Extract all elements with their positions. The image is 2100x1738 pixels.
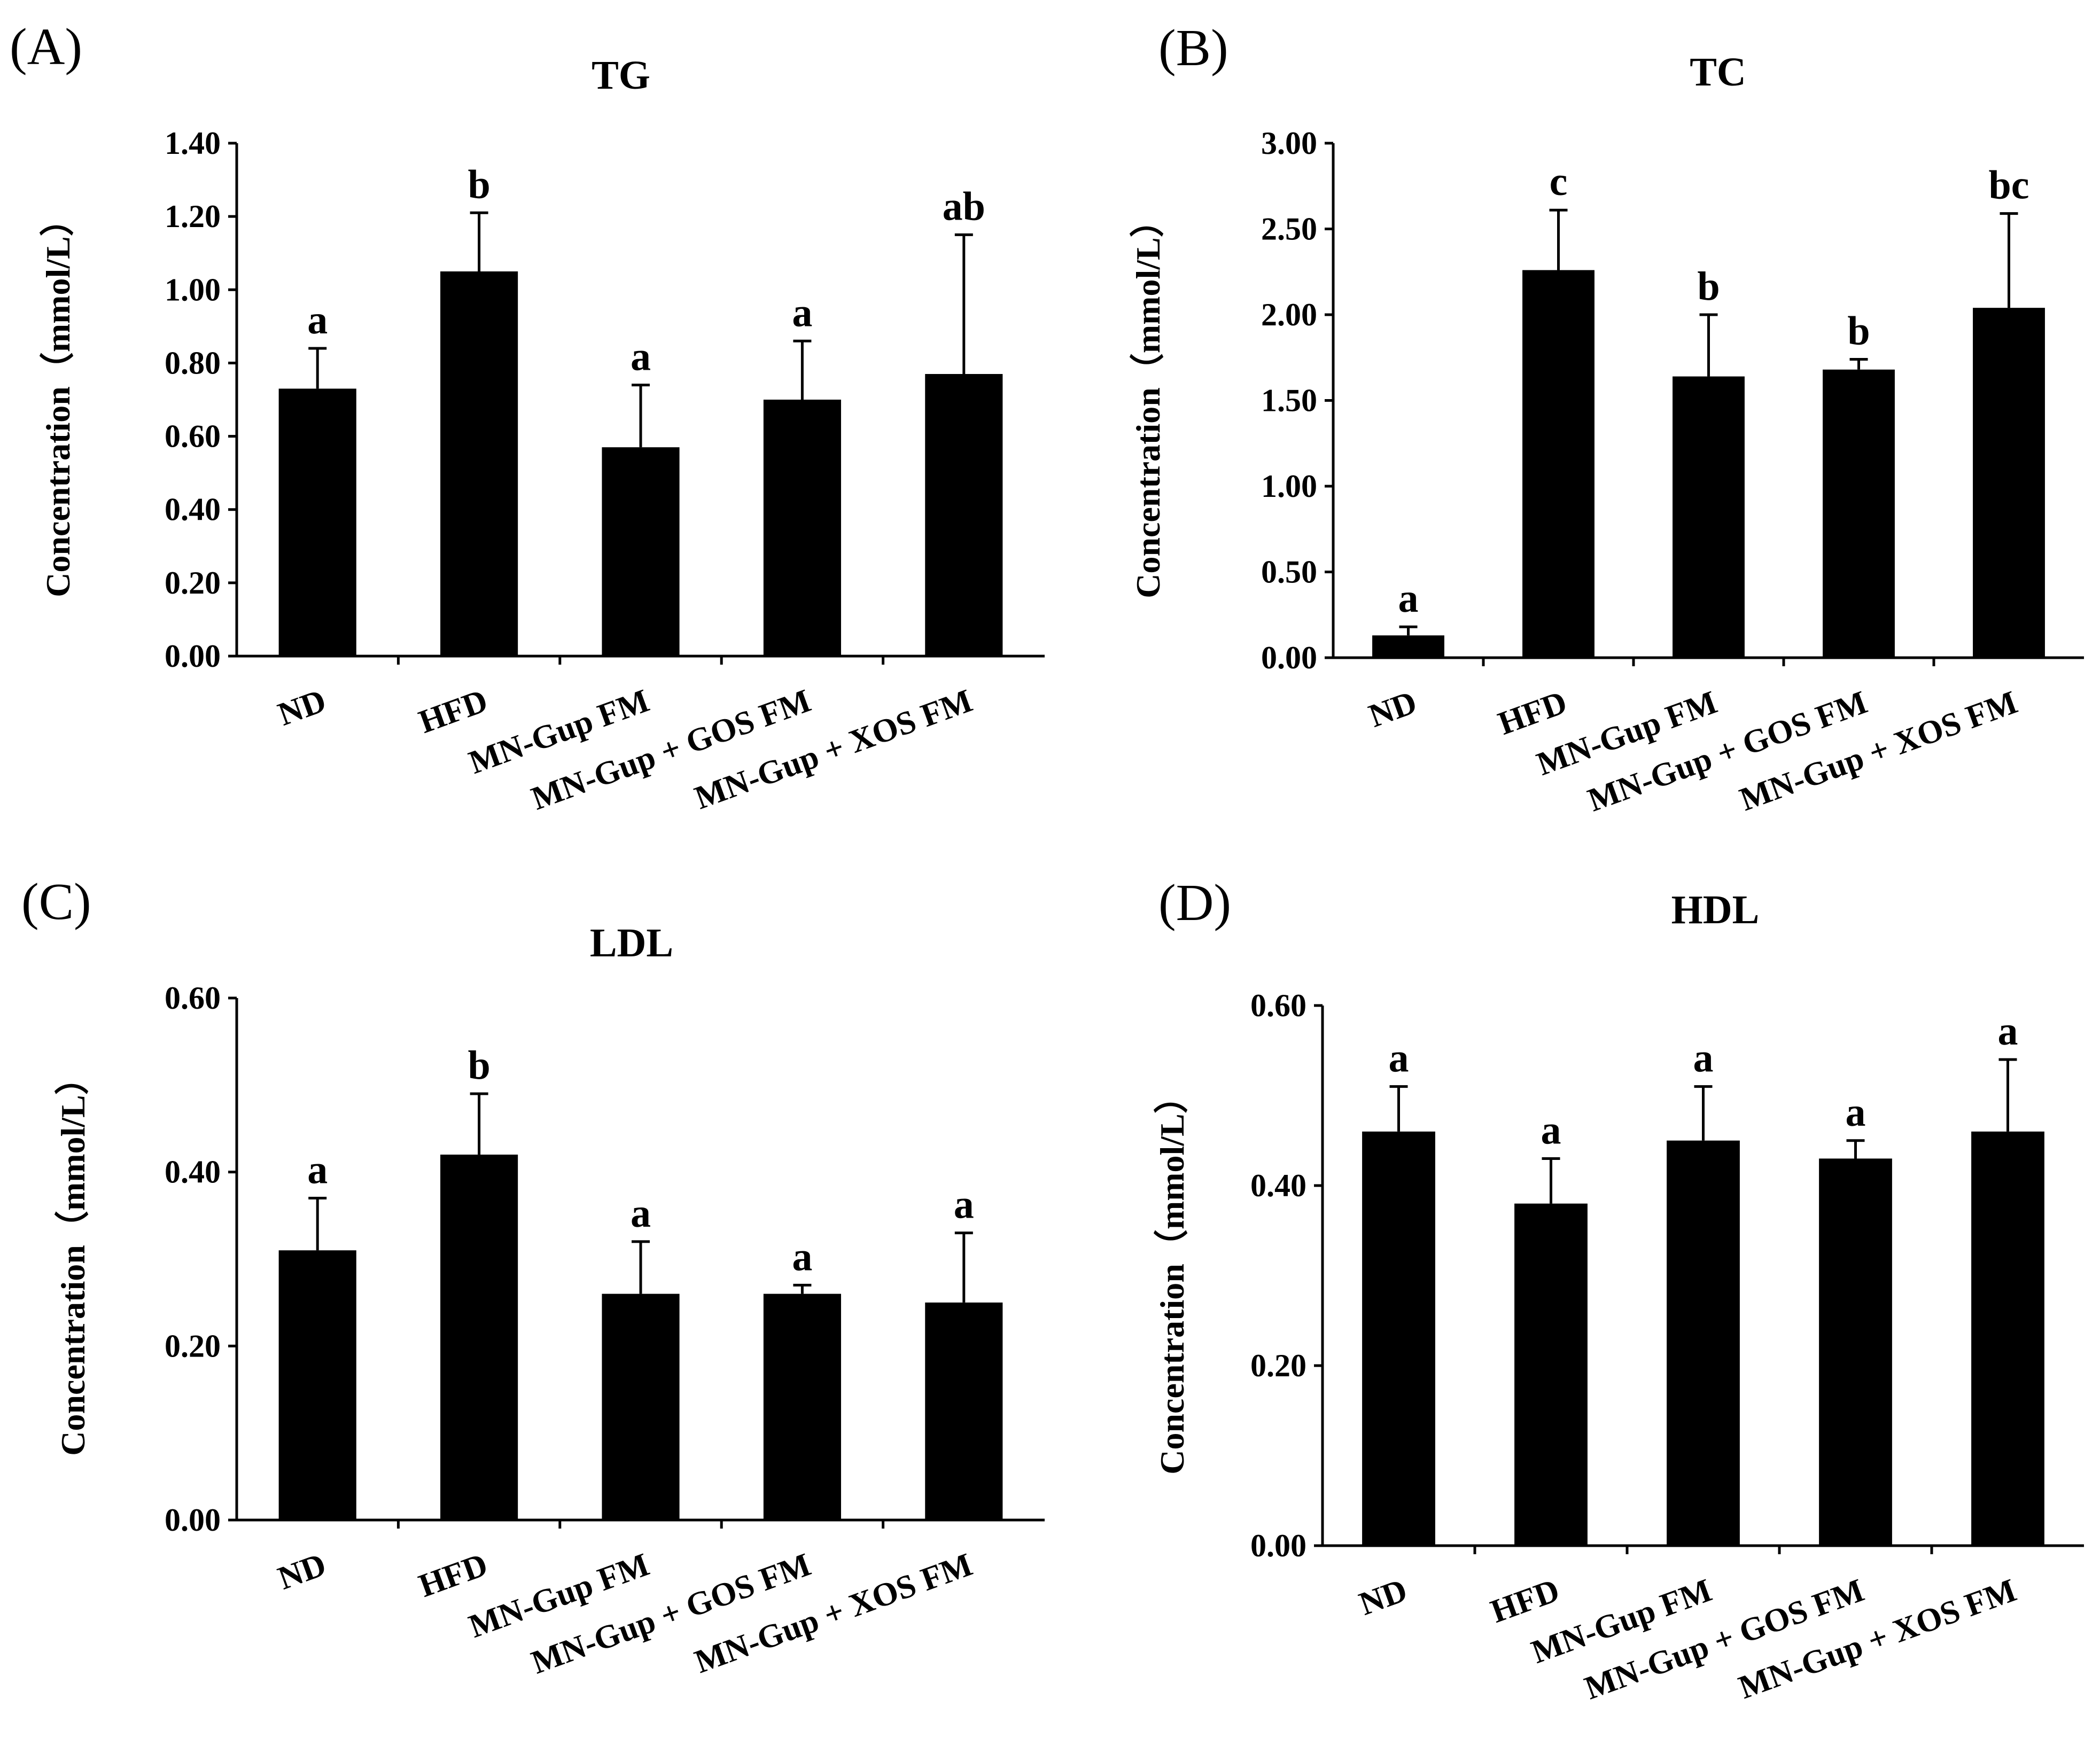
bar-mn-gup-fm [1667, 1140, 1740, 1546]
significance-letter: a [1998, 1009, 2018, 1054]
y-tick-label: 0.20 [165, 565, 221, 601]
significance-letter: a [792, 290, 812, 335]
y-axis-label: Concentration（mmol/L） [39, 202, 77, 597]
bar-nd [278, 1250, 356, 1520]
y-tick-label: 1.00 [165, 272, 221, 307]
panel-tc: (B) TC Concentration（mmol/L） 0.00 0.50 1.00 1.… [1129, 19, 2084, 819]
bar-nd [278, 388, 356, 656]
bar-mn-gup-fm [602, 1293, 680, 1520]
y-tick-label: 0.20 [165, 1328, 221, 1363]
panel-label: (B) [1158, 19, 1228, 77]
y-tick-label: 0.80 [165, 345, 221, 380]
chart-title: TG [592, 53, 650, 98]
bar-mn-gup-xos-fm [1973, 308, 2045, 658]
x-category-label: MN-Gup + GOS FM [527, 1546, 815, 1681]
chart-title: LDL [590, 921, 673, 965]
y-tick-label: 2.00 [1261, 297, 1317, 332]
significance-letter: a [631, 1191, 651, 1236]
x-category-label: ND [274, 1546, 331, 1597]
y-axis-label: Concentration（mmol/L） [54, 1061, 92, 1456]
chart-title: TC [1690, 50, 1746, 95]
panel-label: (C) [21, 873, 91, 931]
significance-letter: a [307, 298, 328, 342]
bar-mn-gup-gos-fm [1819, 1158, 1892, 1546]
y-tick-label: 1.20 [165, 199, 221, 234]
bar-mn-gup-xos-fm [925, 374, 1003, 656]
y-tick-label: 1.00 [1261, 469, 1317, 504]
x-category-label: ND [1364, 684, 1421, 735]
bar-nd [1362, 1131, 1435, 1546]
significance-letter: b [1847, 308, 1870, 353]
y-tick-label: 0.20 [1250, 1348, 1306, 1383]
x-category-label: MN-Gup + GOS FM [527, 682, 815, 817]
y-axis-label: Concentration（mmol/L） [1129, 203, 1167, 598]
y-tick-label: 0.60 [1250, 988, 1306, 1023]
significance-letter: a [1846, 1090, 1866, 1135]
y-tick-label: 0.00 [165, 1502, 221, 1538]
significance-letter: a [1693, 1036, 1714, 1081]
y-tick-label: 0.60 [165, 419, 221, 454]
bar-mn-gup-gos-fm [1823, 369, 1895, 658]
x-category-label: HFD [1494, 684, 1572, 742]
bar-mn-gup-gos-fm [763, 1293, 841, 1520]
y-tick-label: 0.40 [165, 1155, 221, 1190]
x-category-label: HFD [414, 1546, 492, 1604]
y-tick-label: 3.00 [1261, 126, 1317, 161]
bar-hfd [440, 1155, 518, 1520]
significance-letter: a [1398, 576, 1419, 621]
y-axis-label: Concentration（mmol/L） [1153, 1079, 1191, 1475]
y-tick-label: 2.50 [1261, 212, 1317, 247]
y-tick-label: 0.00 [1250, 1528, 1306, 1563]
significance-letter: a [1389, 1036, 1409, 1081]
bar-nd [1372, 635, 1444, 658]
significance-letter: a [954, 1182, 974, 1227]
panel-ldl: (C) LDL Concentration（mmol/L） 0.00 0.20 0.40 0… [21, 873, 1045, 1681]
panel-hdl: (D) HDL Concentration（mmol/L） 0.00 0.20 0.40 0… [1153, 874, 2084, 1706]
y-tick-label: 0.40 [165, 492, 221, 527]
significance-letter: b [468, 162, 490, 207]
significance-letter: a [631, 334, 651, 379]
y-tick-label: 1.40 [165, 126, 221, 161]
y-tick-label: 0.00 [1261, 640, 1317, 675]
significance-letter: b [468, 1043, 490, 1088]
significance-letter: c [1550, 159, 1568, 204]
panel-label: (D) [1158, 874, 1231, 932]
x-category-label: MN-Gup + XOS FM [690, 1546, 977, 1680]
panel-tg: (A) TG Concentration（mmol/L） 0.00 0.20 0.40 0.… [10, 18, 1045, 817]
x-category-label: HFD [1486, 1572, 1564, 1630]
x-category-label: ND [274, 682, 331, 733]
x-category-label: ND [1355, 1572, 1412, 1623]
y-tick-label: 0.50 [1261, 555, 1317, 590]
y-tick-label: 0.40 [1250, 1168, 1306, 1203]
y-tick-label: 1.50 [1261, 383, 1317, 418]
bar-mn-gup-fm [1673, 376, 1745, 658]
bar-hfd [440, 271, 518, 656]
x-category-label: HFD [414, 682, 492, 741]
bar-mn-gup-xos-fm [1971, 1131, 2044, 1546]
significance-letter: b [1697, 264, 1720, 309]
bar-mn-gup-fm [602, 447, 680, 656]
bar-hfd [1514, 1203, 1588, 1546]
bar-mn-gup-xos-fm [925, 1302, 1003, 1520]
y-tick-label: 0.60 [165, 980, 221, 1016]
significance-letter: a [307, 1148, 328, 1193]
significance-letter: ab [943, 184, 985, 229]
significance-letter: a [792, 1234, 812, 1279]
significance-letter: a [1541, 1108, 1561, 1152]
significance-letter: bc [1989, 163, 2029, 208]
bar-mn-gup-gos-fm [763, 400, 841, 656]
panel-label: (A) [10, 18, 82, 76]
y-tick-label: 0.00 [165, 638, 221, 674]
chart-title: HDL [1671, 887, 1760, 932]
bar-hfd [1522, 270, 1595, 658]
x-category-label: MN-Gup + XOS FM [690, 682, 977, 816]
